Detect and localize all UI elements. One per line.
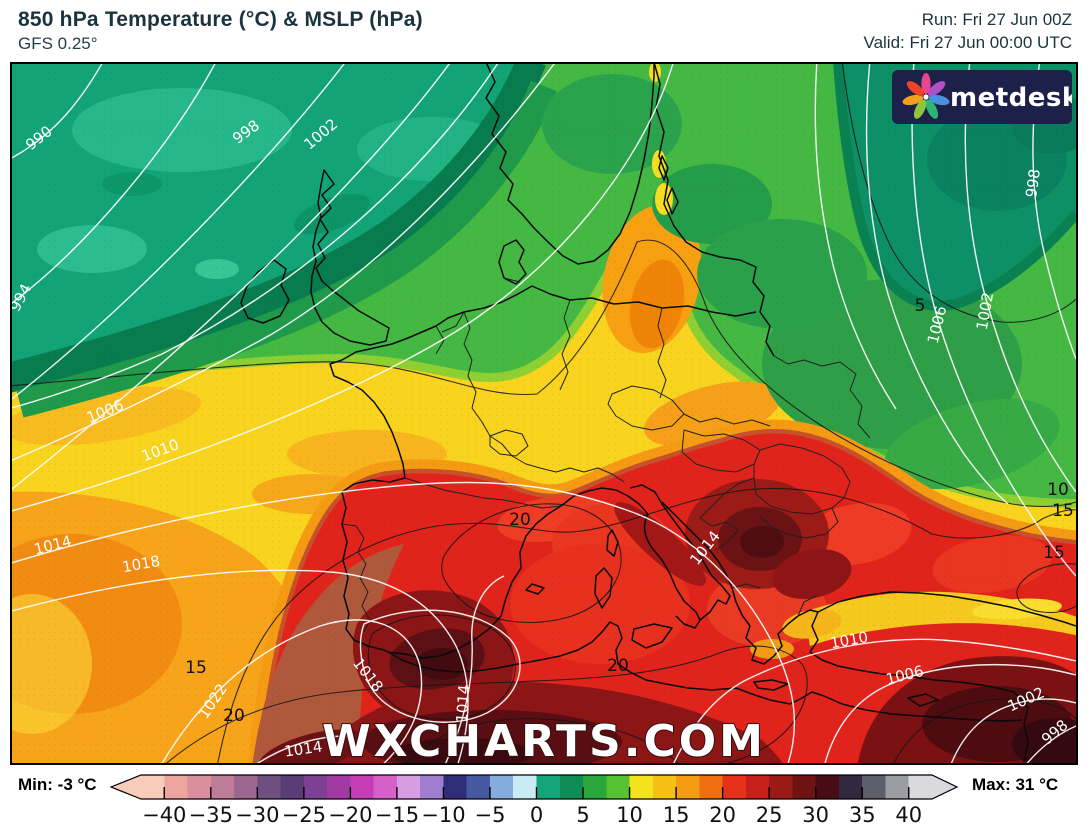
colorbar-tick-label: −15 xyxy=(375,803,419,827)
temperature-label: 20 xyxy=(607,656,629,676)
colorbar-tick-labels: −40 −35 −30 −25 −20 −15 −10 −5 0 5 10 15 20 25 30 35 40 xyxy=(142,803,922,827)
logo-petal xyxy=(921,73,931,94)
colorbar-tick-label: −40 xyxy=(142,803,186,827)
colorbar-tick-label: −10 xyxy=(421,803,465,827)
run-valid-block: Run: Fri 27 Jun 00Z Valid: Fri 27 Jun 00… xyxy=(864,8,1073,54)
colorbar-tick-label: 15 xyxy=(663,803,690,827)
temperature-label: 20 xyxy=(509,510,531,530)
country-border-layer xyxy=(341,277,871,633)
logo-petal xyxy=(928,94,950,106)
valid-time: Valid: Fri 27 Jun 00:00 UTC xyxy=(863,33,1073,52)
pinwheel-icon xyxy=(902,73,950,119)
temperature-label: 15 xyxy=(185,658,207,678)
min-value-label: Min: -3 °C xyxy=(18,775,97,794)
logo-text: metdesk xyxy=(950,83,1072,113)
watermark: WXCHARTS.COM xyxy=(322,716,766,763)
colorbar-tick-label: 5 xyxy=(576,803,589,827)
metdesk-logo: metdesk xyxy=(892,70,1079,129)
isobar-label: 1014 xyxy=(283,737,323,760)
colorbar-ticks xyxy=(163,787,910,799)
logo-petal xyxy=(913,99,927,119)
colorbar-tick-label: 40 xyxy=(895,803,922,827)
isobar-layer xyxy=(7,59,1077,768)
colorbar-tick-label: −35 xyxy=(189,803,233,827)
colorbar-tick-label: 30 xyxy=(802,803,829,827)
temperature-contour-layer xyxy=(7,59,1077,768)
colorbar-tick-label: 10 xyxy=(616,803,643,827)
run-time: Run: Fri 27 Jun 00Z xyxy=(921,10,1072,29)
metdesk-logo-svg: metdesk xyxy=(892,70,1079,124)
colorbar-tick-label: 25 xyxy=(756,803,783,827)
isobar-label: 1014 xyxy=(453,684,474,723)
temperature-label: 20 xyxy=(223,706,245,726)
colorbar-tick-label: 0 xyxy=(530,803,543,827)
colorbar-gradient-arrow xyxy=(109,774,959,800)
colorbar-tick-label: −5 xyxy=(474,803,505,827)
colorbar-tick-label: −20 xyxy=(328,803,372,827)
logo-petal xyxy=(902,94,924,106)
map-frame: 990 994 998 1002 1006 1010 1014 1018 1022 1018 101… xyxy=(0,54,1088,775)
max-value-label: Max: 31 °C xyxy=(972,775,1059,794)
temperature-label: 15 xyxy=(1043,543,1065,563)
colorbar-tick-label: −25 xyxy=(282,803,326,827)
colorbar-tick-label: −30 xyxy=(235,803,279,827)
logo-petal xyxy=(925,99,939,119)
logo-petal xyxy=(927,81,946,97)
page-title: 850 hPa Temperature (°C) & MSLP (hPa) xyxy=(18,8,423,31)
temperature-label: 10 xyxy=(1047,480,1069,500)
isobar-label: 998 xyxy=(1022,168,1044,199)
model-label: GFS 0.25° xyxy=(18,34,98,53)
coastline-layer xyxy=(240,61,1077,763)
logo-petal xyxy=(906,81,925,97)
temperature-label: 5 xyxy=(915,296,926,316)
temperature-label: 15 xyxy=(1052,501,1074,521)
temperature-fill-layer xyxy=(0,54,1088,775)
pinwheel-center-dot xyxy=(923,94,929,100)
colorbar-tick-label: 35 xyxy=(849,803,876,827)
colorbar: −40 −35 −30 −25 −20 −15 −10 −5 0 5 10 15 20 25 30 35 40 xyxy=(109,774,959,827)
colorbar-section: Min: -3 °C −40 −35 −30 −25 −20 −15 −10 −5 0 5 10 15… xyxy=(0,770,1088,832)
colorbar-tick-label: 20 xyxy=(709,803,736,827)
